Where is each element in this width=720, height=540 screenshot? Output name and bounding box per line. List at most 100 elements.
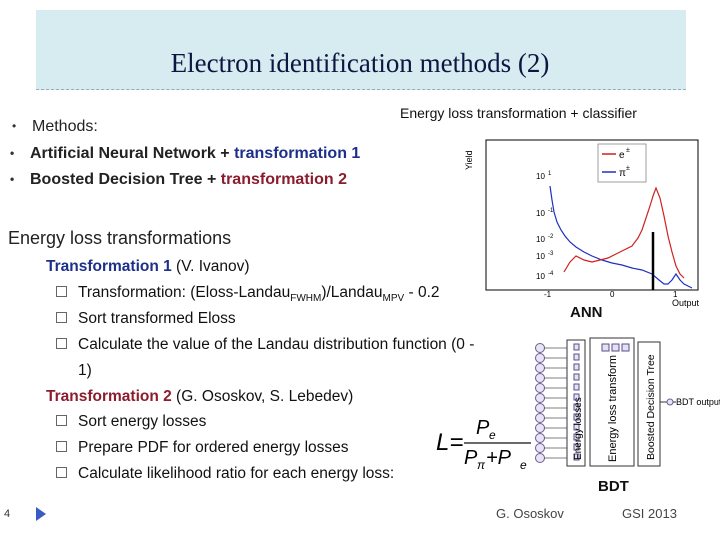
energy-loss-transform-box [589,337,635,467]
t2-item-1: Sort energy losses [56,413,206,431]
t2-item-2-text: Prepare PDF for ordered energy losses [78,439,349,456]
ytick-label: 10 [536,272,545,281]
subscript: FWHM [290,293,322,305]
input-node [535,403,545,413]
transformation-1-label: Transformation 1 [46,258,172,275]
bdt-output-label: BDT output [676,397,720,407]
transformation-1-author: (V. Ivanov) [171,258,250,275]
xtick-label: 1 [673,290,678,299]
input-node [535,343,545,353]
plot-xlabel: Output [672,298,700,308]
likelihood-formula: L= P e P π +P e [436,417,531,472]
nav-arrow-icon[interactable] [34,506,48,522]
t1-item-3: Calculate the value of the Landau distri… [56,336,474,354]
bullet-marker-icon: • [10,146,15,160]
transform-nodes [601,343,630,352]
t2-item-2: Prepare PDF for ordered energy losses [56,439,349,457]
ytick-label: 10 [536,172,545,181]
ytick-label: 10 [536,252,545,261]
transformation-2-label: Transformation 2 [46,388,172,405]
formula-subscript: e [520,458,527,472]
xtick-label: 0 [610,290,615,299]
input-node [535,443,545,453]
input-node [535,423,545,433]
subscript: MPV [382,293,405,305]
bullet-marker-icon: • [12,119,17,133]
energy-losses-box [566,339,586,467]
t1-item-1: Transformation: (Eloss-LandauFWHM)/Landa… [56,284,440,304]
title-band [36,10,686,90]
xtick-label: -1 [544,290,552,299]
t1-item-3-cont-text: 1) [78,362,92,379]
pion-curve [549,185,693,289]
energy-loss-transform-label: Energy loss transform [607,355,619,462]
hidden-nodes [573,343,580,461]
plot-frame [485,139,699,291]
methods-label: Methods: [32,118,98,135]
checkbox-bullet-icon [56,415,67,427]
ytick-exp: 1 [548,171,552,177]
formula-subscript: e [489,428,496,442]
input-node [535,413,545,423]
ann-label: ANN [570,304,603,321]
bullet-bdt: • Boosted Decision Tree + transformation… [10,171,347,189]
plot-legend: e ± π ± [597,143,647,183]
t1-item-3-continued: 1) [78,362,92,380]
slide-title: Electron identification methods (2) [170,48,550,78]
x-ticks: -1 0 1 [544,290,678,299]
bdt-text: Boosted Decision Tree [30,171,203,188]
input-nodes [535,343,545,463]
t1-item-3-text: Calculate the value of the Landau distri… [78,336,475,353]
transformation-2-heading: Transformation 2 (G. Ososkov, S. Lebedev… [46,388,353,406]
t1-item-1-text: Transformation: (Eloss-Landau [78,284,291,301]
formula-denominator: P [464,447,478,469]
input-node [535,363,545,373]
transformation-2-ref: transformation 2 [220,171,347,188]
ytick-label: 10 [536,235,545,244]
bdt-box-label: Boosted Decision Tree [645,354,657,460]
t2-item-3-text: Calculate likelihood ratio for each ener… [78,465,395,482]
legend-sup: ± [626,147,630,154]
checkbox-bullet-icon [56,312,67,324]
bdt-box [637,341,661,467]
ytick-exp: -2 [548,234,554,240]
plus-text: + [202,171,221,188]
checkbox-bullet-icon [56,467,67,479]
input-node [535,453,545,463]
bdt-label: BDT [598,478,629,495]
ytick-exp: -1 [548,208,554,214]
legend-electron-label: e [619,150,625,161]
transformation-1-heading: Transformation 1 (V. Ivanov) [46,258,250,276]
checkbox-bullet-icon [56,338,67,350]
t1-item-1-mid: )/Landau [321,284,383,301]
page-number: 4 [4,508,11,520]
formula-subscript: π [477,458,486,472]
formula-numerator: P [476,417,490,439]
title-divider [36,89,686,90]
t1-item-1-end: - 0.2 [404,284,440,301]
energy-losses-label: Energy losses [573,397,584,460]
footer-conference: GSI 2013 [622,506,677,521]
input-node [535,393,545,403]
bullet-ann: • Artificial Neural Network + transforma… [10,145,361,163]
footer-author: G. Ososkov [496,506,564,521]
t2-item-3: Calculate likelihood ratio for each ener… [56,465,394,483]
bdt-diagram: Energy losses Energy loss transform Boos… [535,337,720,467]
ann-output-plot: Yield 10 1 10 -1 10 -2 10 -3 10 -4 -1 0 … [464,139,700,308]
checkbox-bullet-icon [56,441,67,453]
plot-ylabel: Yield [464,150,474,170]
formula-plus: +P [486,447,512,469]
legend-sup: ± [626,165,630,172]
checkbox-bullet-icon [56,286,67,298]
plus-text: + [215,145,235,162]
ytick-label: 10 [536,209,545,218]
energy-loss-heading: Energy loss transformations [8,228,231,249]
y-ticks: 10 1 10 -1 10 -2 10 -3 10 -4 [536,171,554,281]
bullet-methods: • Methods: [12,118,98,136]
output-node [666,398,674,406]
ann-text: Artificial Neural Network [30,145,216,162]
legend-pion-label: π [619,168,626,179]
input-node [535,433,545,443]
transformation-2-author: (G. Ososkov, S. Lebedev) [171,388,354,405]
transformation-1-ref: transformation 1 [234,145,361,162]
